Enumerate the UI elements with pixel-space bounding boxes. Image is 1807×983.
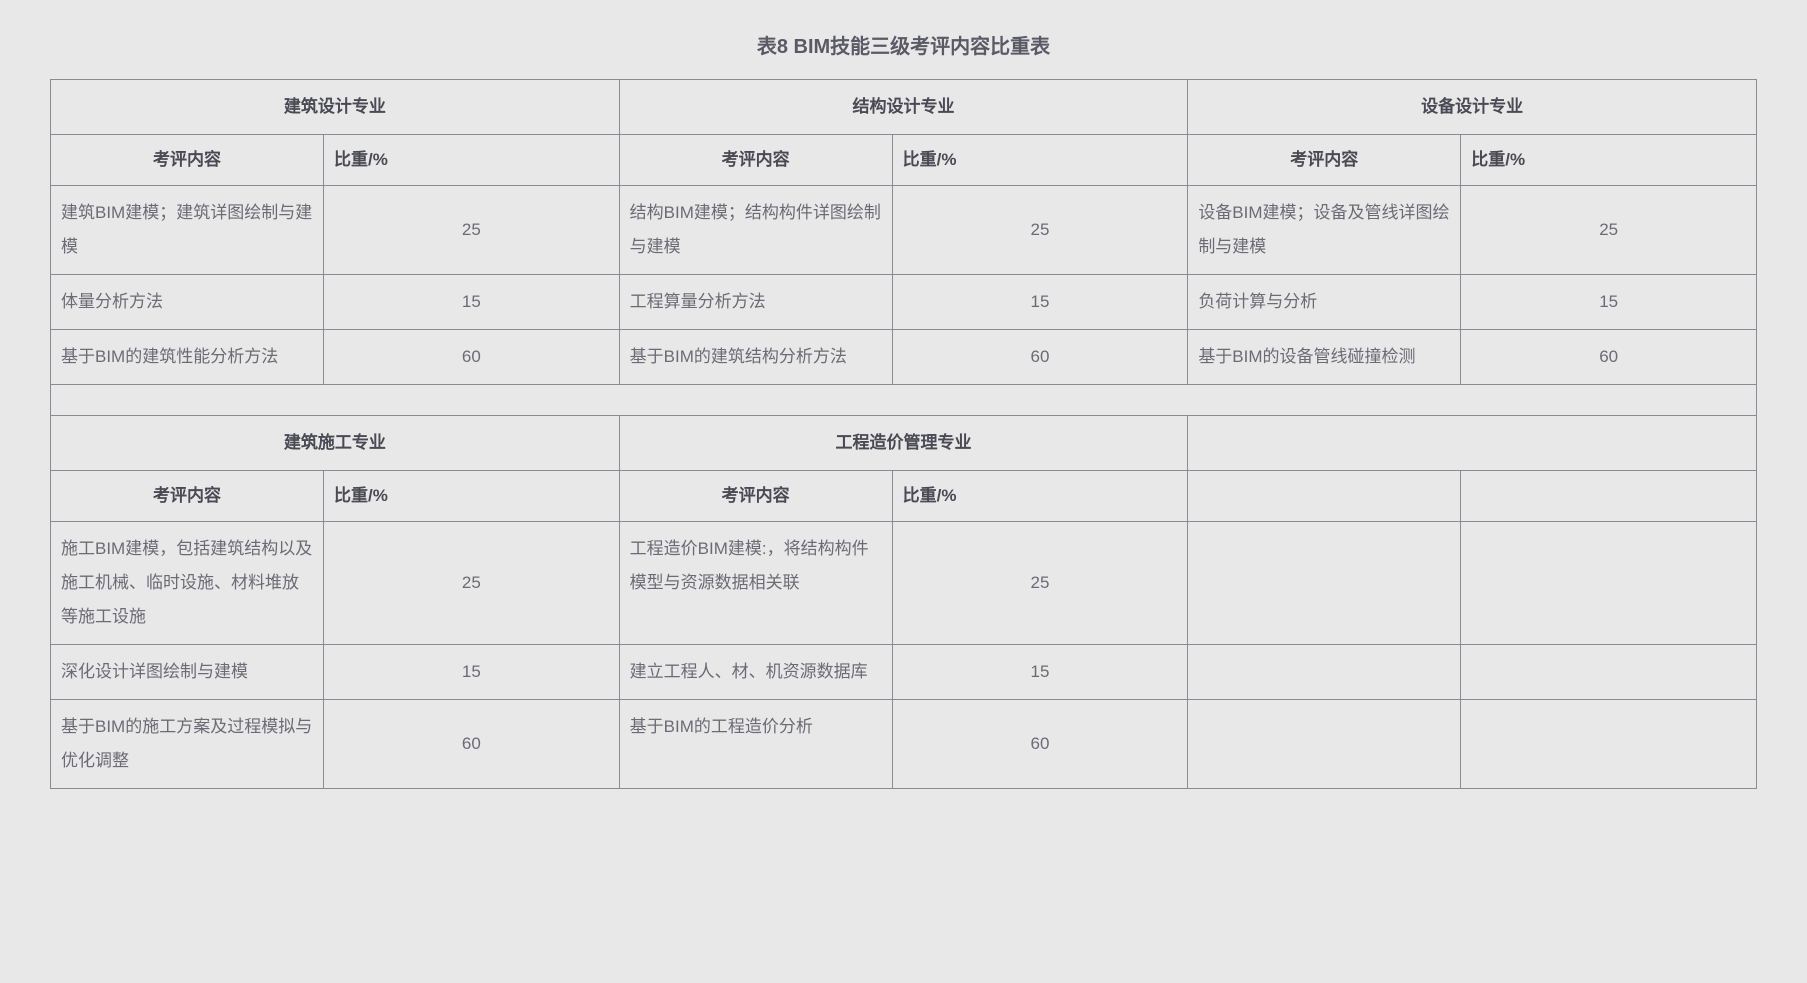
weight-cell: 25	[1461, 186, 1757, 275]
bim-weight-table: 建筑设计专业 结构设计专业 设备设计专业 考评内容 比重/% 考评内容 比重/%…	[50, 79, 1757, 789]
table-row: 施工BIM建模，包括建筑结构以及施工机械、临时设施、材料堆放等施工设施 25 工…	[51, 522, 1757, 645]
major-header	[1188, 416, 1757, 471]
content-cell: 工程造价BIM建模:，将结构构件模型与资源数据相关联	[619, 522, 892, 645]
weight-cell	[1461, 522, 1757, 645]
weight-cell: 60	[892, 700, 1188, 789]
table-row: 基于BIM的建筑性能分析方法 60 基于BIM的建筑结构分析方法 60 基于BI…	[51, 330, 1757, 385]
content-cell: 基于BIM的建筑结构分析方法	[619, 330, 892, 385]
content-cell	[1188, 522, 1461, 645]
sub-header-content: 考评内容	[1188, 135, 1461, 186]
weight-cell: 25	[323, 522, 619, 645]
weight-cell: 15	[323, 275, 619, 330]
weight-cell: 15	[323, 645, 619, 700]
major-header: 设备设计专业	[1188, 80, 1757, 135]
content-cell: 基于BIM的施工方案及过程模拟与优化调整	[51, 700, 324, 789]
weight-cell: 25	[892, 186, 1188, 275]
content-cell	[1188, 645, 1461, 700]
table-row: 考评内容 比重/% 考评内容 比重/% 考评内容 比重/%	[51, 135, 1757, 186]
sub-header-weight: 比重/%	[892, 135, 1188, 186]
weight-cell: 25	[892, 522, 1188, 645]
content-cell: 基于BIM的工程造价分析	[619, 700, 892, 789]
content-cell	[1188, 700, 1461, 789]
content-cell: 深化设计详图绘制与建模	[51, 645, 324, 700]
sub-header-content: 考评内容	[619, 471, 892, 522]
weight-cell: 60	[323, 330, 619, 385]
content-cell: 负荷计算与分析	[1188, 275, 1461, 330]
content-cell: 设备BIM建模；设备及管线详图绘制与建模	[1188, 186, 1461, 275]
major-header: 建筑施工专业	[51, 416, 620, 471]
sub-header-content: 考评内容	[619, 135, 892, 186]
content-cell: 建立工程人、材、机资源数据库	[619, 645, 892, 700]
weight-cell: 60	[1461, 330, 1757, 385]
weight-cell: 60	[892, 330, 1188, 385]
table-row: 深化设计详图绘制与建模 15 建立工程人、材、机资源数据库 15	[51, 645, 1757, 700]
table-row: 体量分析方法 15 工程算量分析方法 15 负荷计算与分析 15	[51, 275, 1757, 330]
weight-cell: 25	[323, 186, 619, 275]
content-cell: 结构BIM建模；结构构件详图绘制与建模	[619, 186, 892, 275]
content-cell: 体量分析方法	[51, 275, 324, 330]
table-row: 建筑设计专业 结构设计专业 设备设计专业	[51, 80, 1757, 135]
table-title: 表8 BIM技能三级考评内容比重表	[50, 30, 1757, 59]
content-cell: 工程算量分析方法	[619, 275, 892, 330]
weight-cell: 60	[323, 700, 619, 789]
sub-header-weight: 比重/%	[323, 471, 619, 522]
table-row: 基于BIM的施工方案及过程模拟与优化调整 60 基于BIM的工程造价分析 60	[51, 700, 1757, 789]
weight-cell	[1461, 700, 1757, 789]
content-cell: 基于BIM的建筑性能分析方法	[51, 330, 324, 385]
sub-header-weight: 比重/%	[323, 135, 619, 186]
sub-header-weight	[1461, 471, 1757, 522]
content-cell: 基于BIM的设备管线碰撞检测	[1188, 330, 1461, 385]
table-row: 建筑BIM建模；建筑详图绘制与建模 25 结构BIM建模；结构构件详图绘制与建模…	[51, 186, 1757, 275]
content-cell: 建筑BIM建模；建筑详图绘制与建模	[51, 186, 324, 275]
weight-cell: 15	[1461, 275, 1757, 330]
table-row: 建筑施工专业 工程造价管理专业	[51, 416, 1757, 471]
sub-header-weight: 比重/%	[1461, 135, 1757, 186]
content-cell: 施工BIM建模，包括建筑结构以及施工机械、临时设施、材料堆放等施工设施	[51, 522, 324, 645]
major-header: 工程造价管理专业	[619, 416, 1188, 471]
sub-header-content: 考评内容	[51, 471, 324, 522]
weight-cell	[1461, 645, 1757, 700]
major-header: 结构设计专业	[619, 80, 1188, 135]
weight-cell: 15	[892, 275, 1188, 330]
sub-header-content: 考评内容	[51, 135, 324, 186]
sub-header-weight: 比重/%	[892, 471, 1188, 522]
sub-header-content	[1188, 471, 1461, 522]
table-row: 考评内容 比重/% 考评内容 比重/%	[51, 471, 1757, 522]
weight-cell: 15	[892, 645, 1188, 700]
major-header: 建筑设计专业	[51, 80, 620, 135]
spacer-row	[51, 385, 1757, 416]
